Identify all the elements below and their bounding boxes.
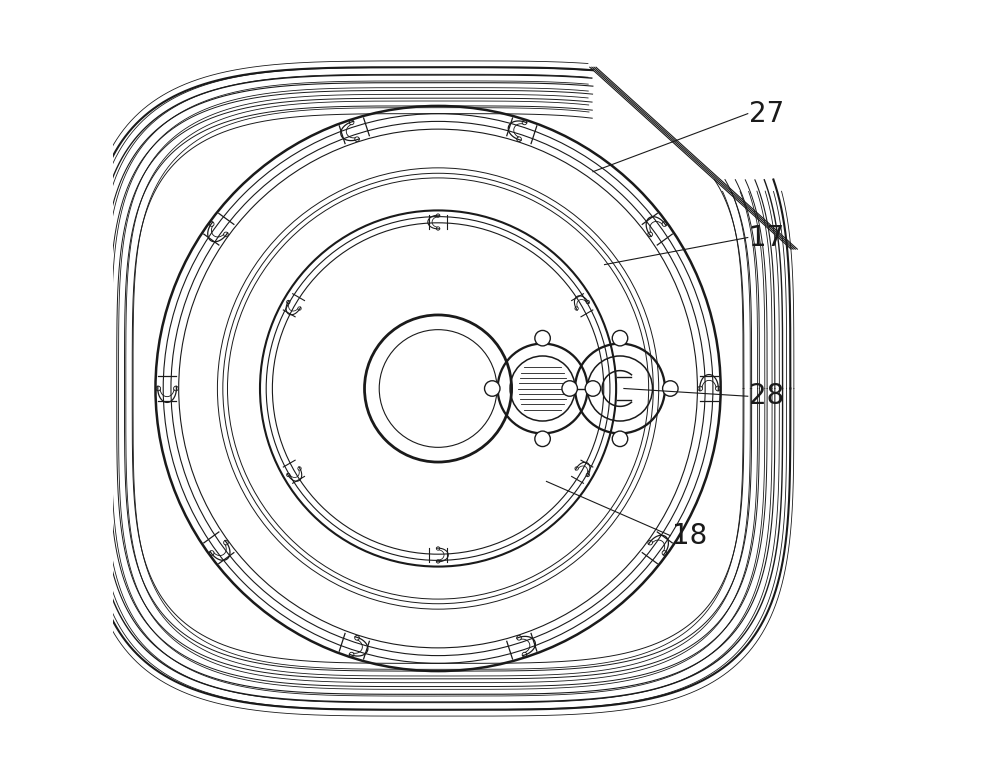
Circle shape: [663, 381, 678, 396]
Text: 27: 27: [749, 99, 785, 127]
Circle shape: [485, 381, 500, 396]
Circle shape: [535, 330, 550, 346]
Circle shape: [562, 381, 577, 396]
Text: 18: 18: [672, 521, 707, 549]
Text: 17: 17: [749, 224, 785, 252]
Circle shape: [612, 431, 628, 447]
Circle shape: [585, 381, 601, 396]
Text: 28: 28: [749, 382, 785, 410]
Circle shape: [612, 330, 628, 346]
Circle shape: [535, 431, 550, 447]
